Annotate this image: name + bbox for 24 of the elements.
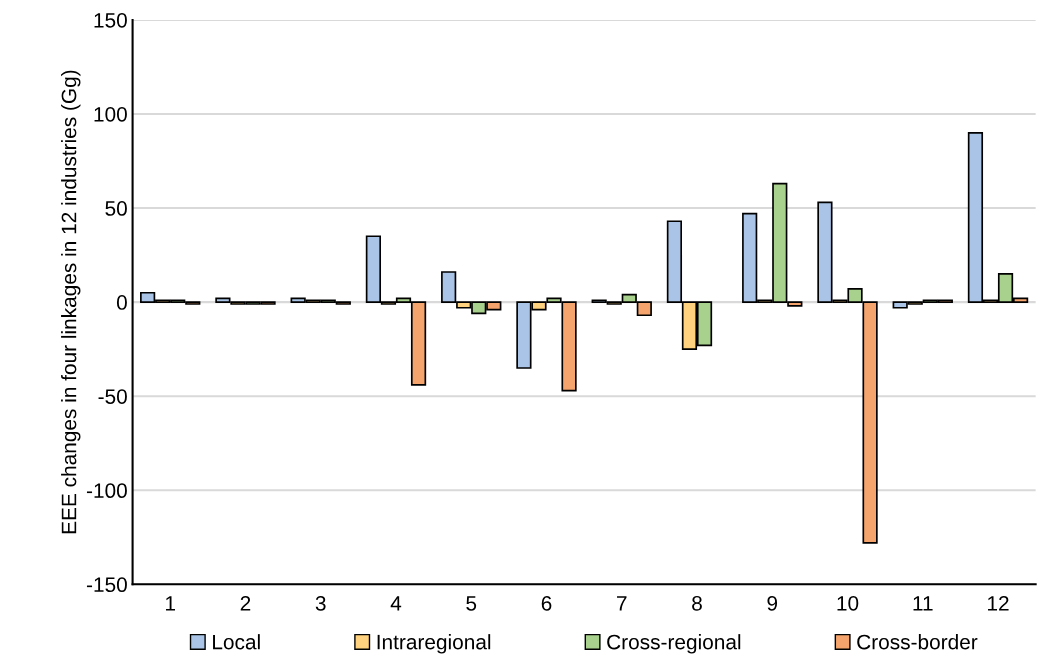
- legend-label: Cross-regional: [607, 634, 741, 654]
- legend-label: Intraregional: [377, 634, 491, 654]
- y-tick-label: -50: [98, 389, 127, 404]
- x-tick-label: 11: [913, 596, 933, 611]
- legend-label: Local: [213, 634, 260, 650]
- x-tick-label: 1: [166, 596, 175, 611]
- legend-label: Cross-border: [857, 634, 978, 650]
- x-tick-label: 10: [837, 595, 859, 611]
- y-tick-label: -100: [86, 483, 127, 499]
- x-tick-label: 5: [466, 596, 477, 611]
- y-tick-label: 50: [105, 201, 127, 216]
- x-tick-label: 3: [315, 595, 326, 611]
- x-tick-label: 12: [988, 595, 1009, 611]
- x-tick-label: 2: [240, 595, 251, 611]
- x-tick-label: 6: [541, 595, 552, 611]
- y-axis-title: EEE changes in four linkages in 12 industries (Gg): [61, 70, 81, 534]
- x-tick-label: 9: [767, 595, 778, 611]
- y-tick-label: 0: [116, 295, 127, 310]
- y-tick-label: 100: [94, 106, 127, 122]
- x-tick-label: 7: [617, 596, 627, 611]
- y-tick-label: -150: [86, 577, 127, 593]
- y-tick-label: 150: [94, 12, 127, 28]
- x-tick-label: 4: [390, 596, 402, 611]
- x-tick-label: 8: [692, 595, 702, 611]
